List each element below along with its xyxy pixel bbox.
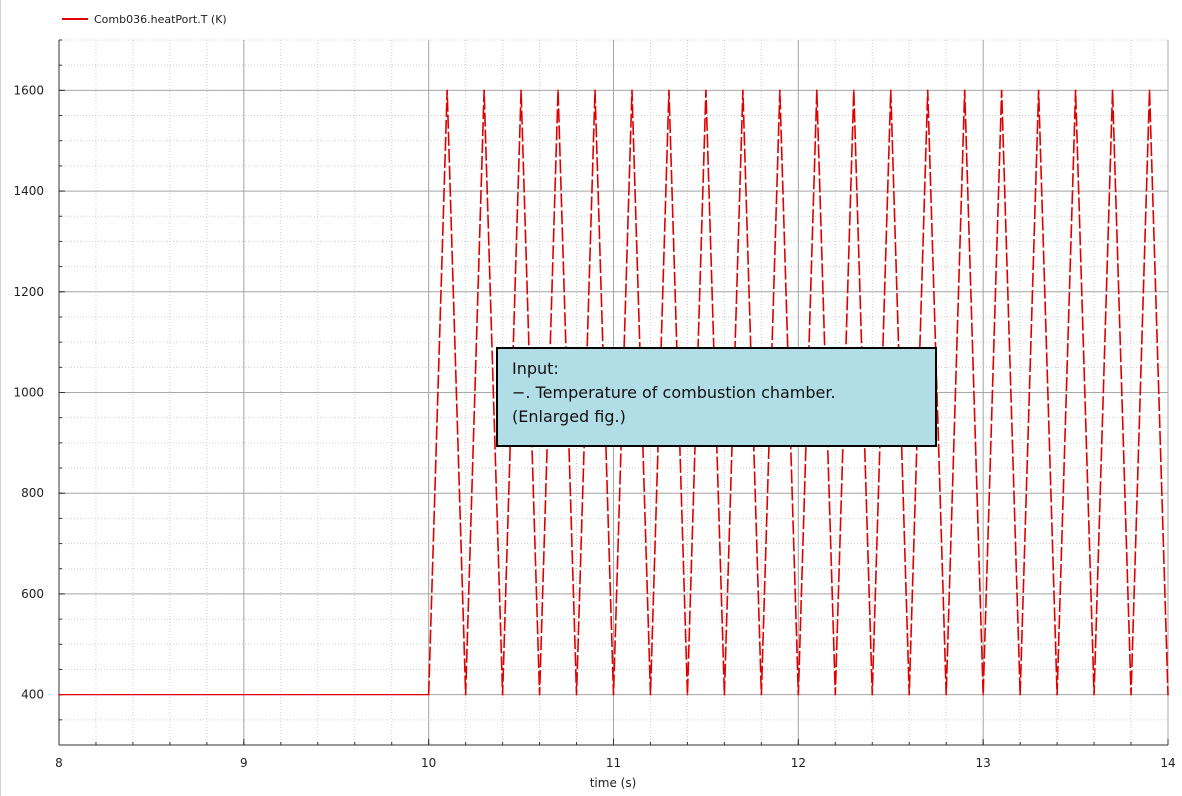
data-point — [723, 693, 726, 696]
x-tick-label: 9 — [240, 756, 248, 770]
data-point — [816, 89, 818, 92]
data-point — [926, 89, 929, 92]
data-point — [797, 693, 800, 696]
data-point — [1037, 89, 1040, 92]
data-point — [908, 693, 911, 696]
data-point — [1111, 89, 1114, 92]
data-point — [1019, 693, 1021, 696]
data-point — [668, 89, 670, 92]
y-tick-label: 400 — [21, 688, 44, 702]
window-left-border — [0, 0, 1, 796]
data-point — [1148, 89, 1151, 92]
data-point — [760, 693, 763, 696]
series-layer — [58, 89, 1169, 696]
data-point — [871, 693, 874, 696]
data-point — [889, 89, 892, 92]
data-point — [520, 89, 522, 92]
y-tick-label: 800 — [21, 486, 44, 500]
data-point — [538, 693, 541, 696]
data-point — [1093, 693, 1095, 696]
data-point — [446, 89, 448, 92]
data-point — [1000, 89, 1003, 92]
annotation-box: Input: −. Temperature of combustion cham… — [496, 347, 937, 447]
x-tick-label: 12 — [791, 756, 806, 770]
y-tick-label: 1000 — [13, 386, 44, 400]
annotation-line-2: −. Temperature of combustion chamber. — [512, 383, 836, 402]
x-axis-label: time (s) — [590, 776, 637, 790]
annotation-line-1: Input: — [512, 359, 559, 378]
data-point — [1074, 89, 1077, 92]
data-point — [1130, 693, 1132, 696]
data-point — [982, 693, 984, 696]
data-point — [649, 693, 652, 696]
data-point — [483, 89, 485, 92]
data-point — [852, 89, 855, 92]
y-tick-label: 1400 — [13, 184, 44, 198]
data-point — [963, 89, 966, 92]
data-point — [575, 693, 578, 696]
data-point — [705, 89, 707, 92]
data-point — [779, 89, 781, 92]
grid — [58, 39, 1169, 746]
data-point — [58, 693, 60, 696]
data-point — [945, 693, 947, 696]
data-point — [594, 89, 596, 92]
y-tick-label: 1200 — [13, 285, 44, 299]
legend[interactable]: Comb036.heatPort.T (K) — [62, 13, 227, 26]
x-tick-label: 11 — [606, 756, 621, 770]
axes: 8 9 10 11 12 13 14 400 600 800 1000 1200 1400 1600 — [13, 39, 1176, 770]
data-point — [612, 693, 615, 696]
data-point — [631, 89, 633, 92]
data-point — [557, 89, 559, 92]
annotation-line-3: (Enlarged fig.) — [512, 407, 626, 426]
data-point — [501, 693, 504, 696]
x-tick-label: 14 — [1160, 756, 1175, 770]
data-point — [427, 693, 430, 696]
y-tick-label: 1600 — [13, 83, 44, 97]
x-tick-label: 10 — [421, 756, 436, 770]
data-point — [1056, 693, 1058, 696]
x-tick-label: 8 — [55, 756, 63, 770]
data-point — [742, 89, 744, 92]
data-point — [834, 693, 837, 696]
data-point — [686, 693, 689, 696]
y-tick-label: 600 — [21, 587, 44, 601]
data-point — [1167, 693, 1169, 696]
legend-label: Comb036.heatPort.T (K) — [94, 13, 227, 26]
data-point — [464, 693, 467, 696]
x-tick-label: 13 — [976, 756, 991, 770]
